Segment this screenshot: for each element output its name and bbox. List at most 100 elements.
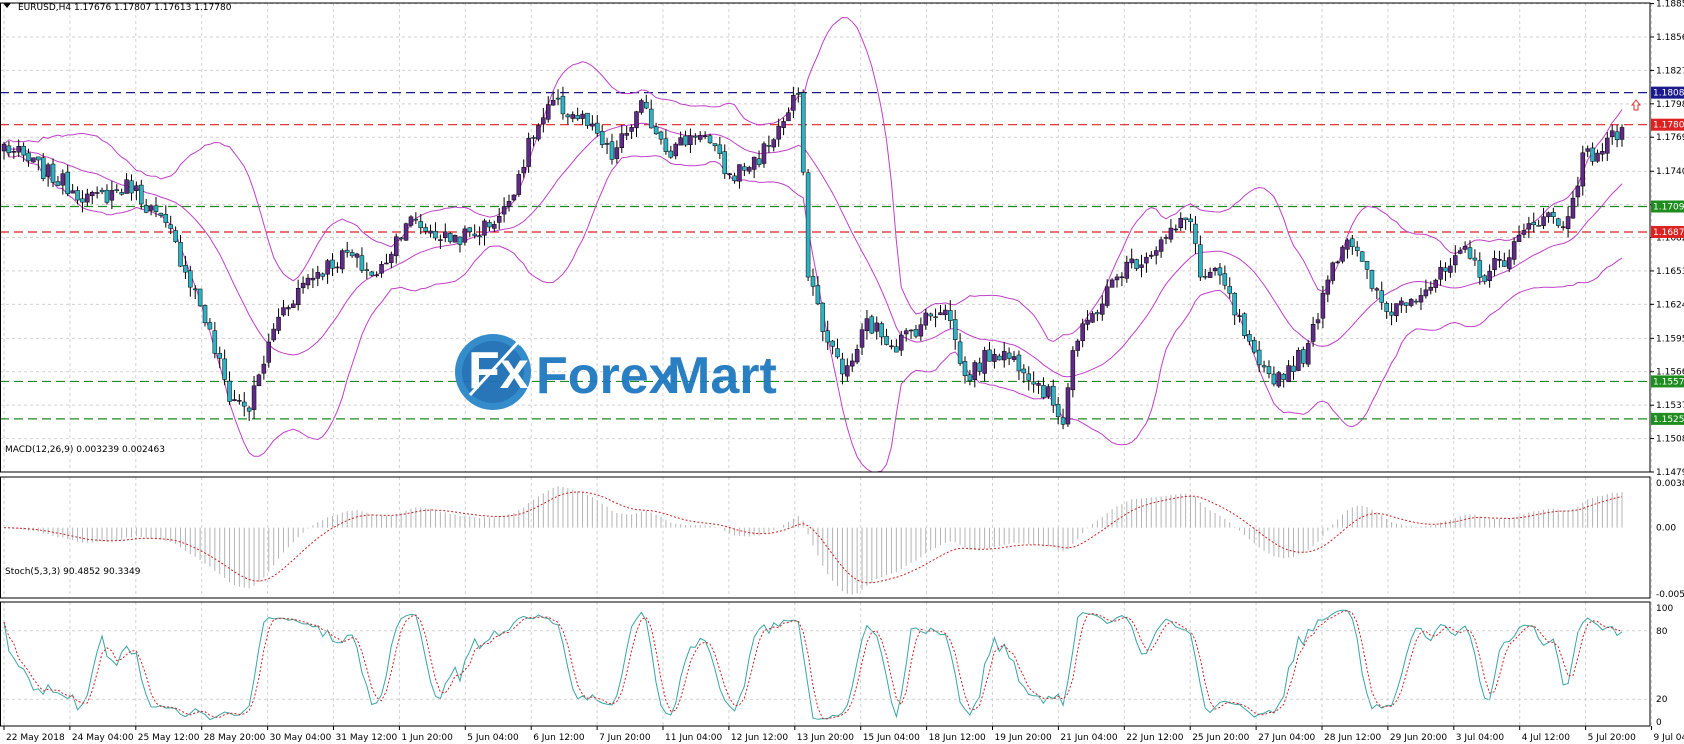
candle-body (948, 310, 953, 321)
price-tick-label: 1.18855 (1656, 0, 1684, 10)
stochastic-tick-label: 0 (1656, 718, 1662, 728)
time-tick-label: 25 May 12:00 (138, 733, 200, 743)
candle-body (565, 114, 571, 118)
candle-body (452, 234, 458, 243)
candle-body (1222, 273, 1228, 286)
candle-body (1198, 244, 1203, 278)
candle-body (982, 350, 987, 374)
grid-layer (0, 3, 1652, 726)
candle-body (1153, 250, 1159, 256)
candle-body (344, 249, 350, 253)
candle-body (673, 143, 678, 157)
candle-body (158, 212, 164, 216)
candle-body (697, 135, 703, 140)
candle-body (266, 341, 272, 363)
candle-body (1526, 223, 1532, 230)
candle-body (1050, 385, 1056, 406)
logo-forex-text: Forex (536, 347, 678, 405)
candle-body (1531, 221, 1536, 226)
header-dropdown-icon[interactable] (3, 3, 11, 8)
candle-body (800, 92, 806, 173)
candle-body (1354, 246, 1360, 251)
candle-body (590, 123, 595, 127)
candle-body (747, 167, 752, 172)
candle-body (619, 133, 625, 148)
candle-body (1026, 373, 1031, 381)
time-tick-label: 27 Jun 04:00 (1258, 733, 1315, 743)
candle-body (663, 138, 669, 152)
candle-body (595, 122, 600, 134)
candle-body (1070, 350, 1076, 391)
candle-body (1506, 257, 1512, 269)
candle-body (1325, 279, 1331, 295)
candle-body (237, 400, 242, 402)
candle-body (1060, 417, 1066, 425)
bollinger-upper-band (3, 16, 1623, 343)
candle-body (1291, 365, 1296, 372)
level-price-tag (1651, 375, 1684, 388)
candle-body (217, 353, 222, 359)
candle-body (1590, 147, 1595, 162)
candle-body (1227, 286, 1233, 294)
candle-body (1232, 292, 1237, 316)
symbol-header: EURUSD,H4 1.17676 1.17807 1.17613 1.1778… (18, 3, 232, 13)
candle-body (1075, 340, 1081, 351)
candle-body (1315, 319, 1321, 324)
stochastic-label: Stoch(5,3,3) 90.4852 90.3349 (5, 567, 141, 577)
candle-body (70, 190, 75, 194)
candle-body (374, 274, 379, 277)
candle-body (443, 231, 448, 238)
price-tick-label: 1.18275 (1656, 66, 1684, 76)
time-tick-label: 6 Jun 12:00 (533, 733, 585, 743)
candle-body (291, 303, 296, 308)
candle-body (712, 143, 718, 146)
price-tick-label: 1.16535 (1656, 267, 1684, 277)
candle-body (835, 348, 840, 358)
level-price-tag (1651, 225, 1684, 238)
candle-body (1389, 311, 1394, 316)
candle-body (403, 223, 409, 241)
candle-body (693, 135, 698, 138)
candle-body (1134, 259, 1139, 269)
alert-arrow-icon (1630, 99, 1642, 111)
candle-body (173, 230, 178, 242)
candle-body (761, 143, 767, 164)
candle-body (624, 133, 629, 136)
candle-body (879, 323, 884, 338)
candle-body (555, 97, 561, 100)
candle-body (1114, 276, 1120, 281)
candle-body (933, 316, 938, 318)
candle-body (1247, 334, 1252, 342)
level-price-label: 1.15576 (1653, 377, 1684, 387)
candle-body (467, 227, 473, 232)
candle-body (722, 151, 727, 175)
stochastic-tick-label: 20 (1656, 695, 1668, 705)
candle-body (1408, 299, 1414, 306)
candle-body (408, 216, 414, 226)
candle-body (1, 143, 7, 152)
candle-body (114, 189, 120, 192)
candle-body (227, 380, 232, 402)
candle-body (492, 224, 497, 229)
candle-body (1207, 271, 1213, 278)
candle-body (1065, 387, 1071, 425)
candle-body (379, 264, 384, 274)
time-tick-label: 9 Jul 04:00 (1654, 733, 1684, 743)
candle-body (1305, 343, 1311, 365)
candle-body (1021, 368, 1027, 374)
candle-body (349, 252, 355, 257)
candle-body (1551, 211, 1556, 217)
candle-body (364, 269, 370, 271)
candle-body (903, 330, 909, 335)
candle-body (276, 316, 281, 331)
candle-body (541, 117, 546, 125)
candle-body (1330, 262, 1335, 281)
price-tick-label: 1.17695 (1656, 133, 1684, 143)
time-tick-label: 25 Jun 20:00 (1192, 733, 1249, 743)
candle-body (604, 143, 610, 145)
candle-body (751, 156, 757, 170)
candle-body (1595, 152, 1600, 162)
price-tick-label: 1.15660 (1656, 368, 1684, 378)
candle-body (683, 135, 688, 146)
